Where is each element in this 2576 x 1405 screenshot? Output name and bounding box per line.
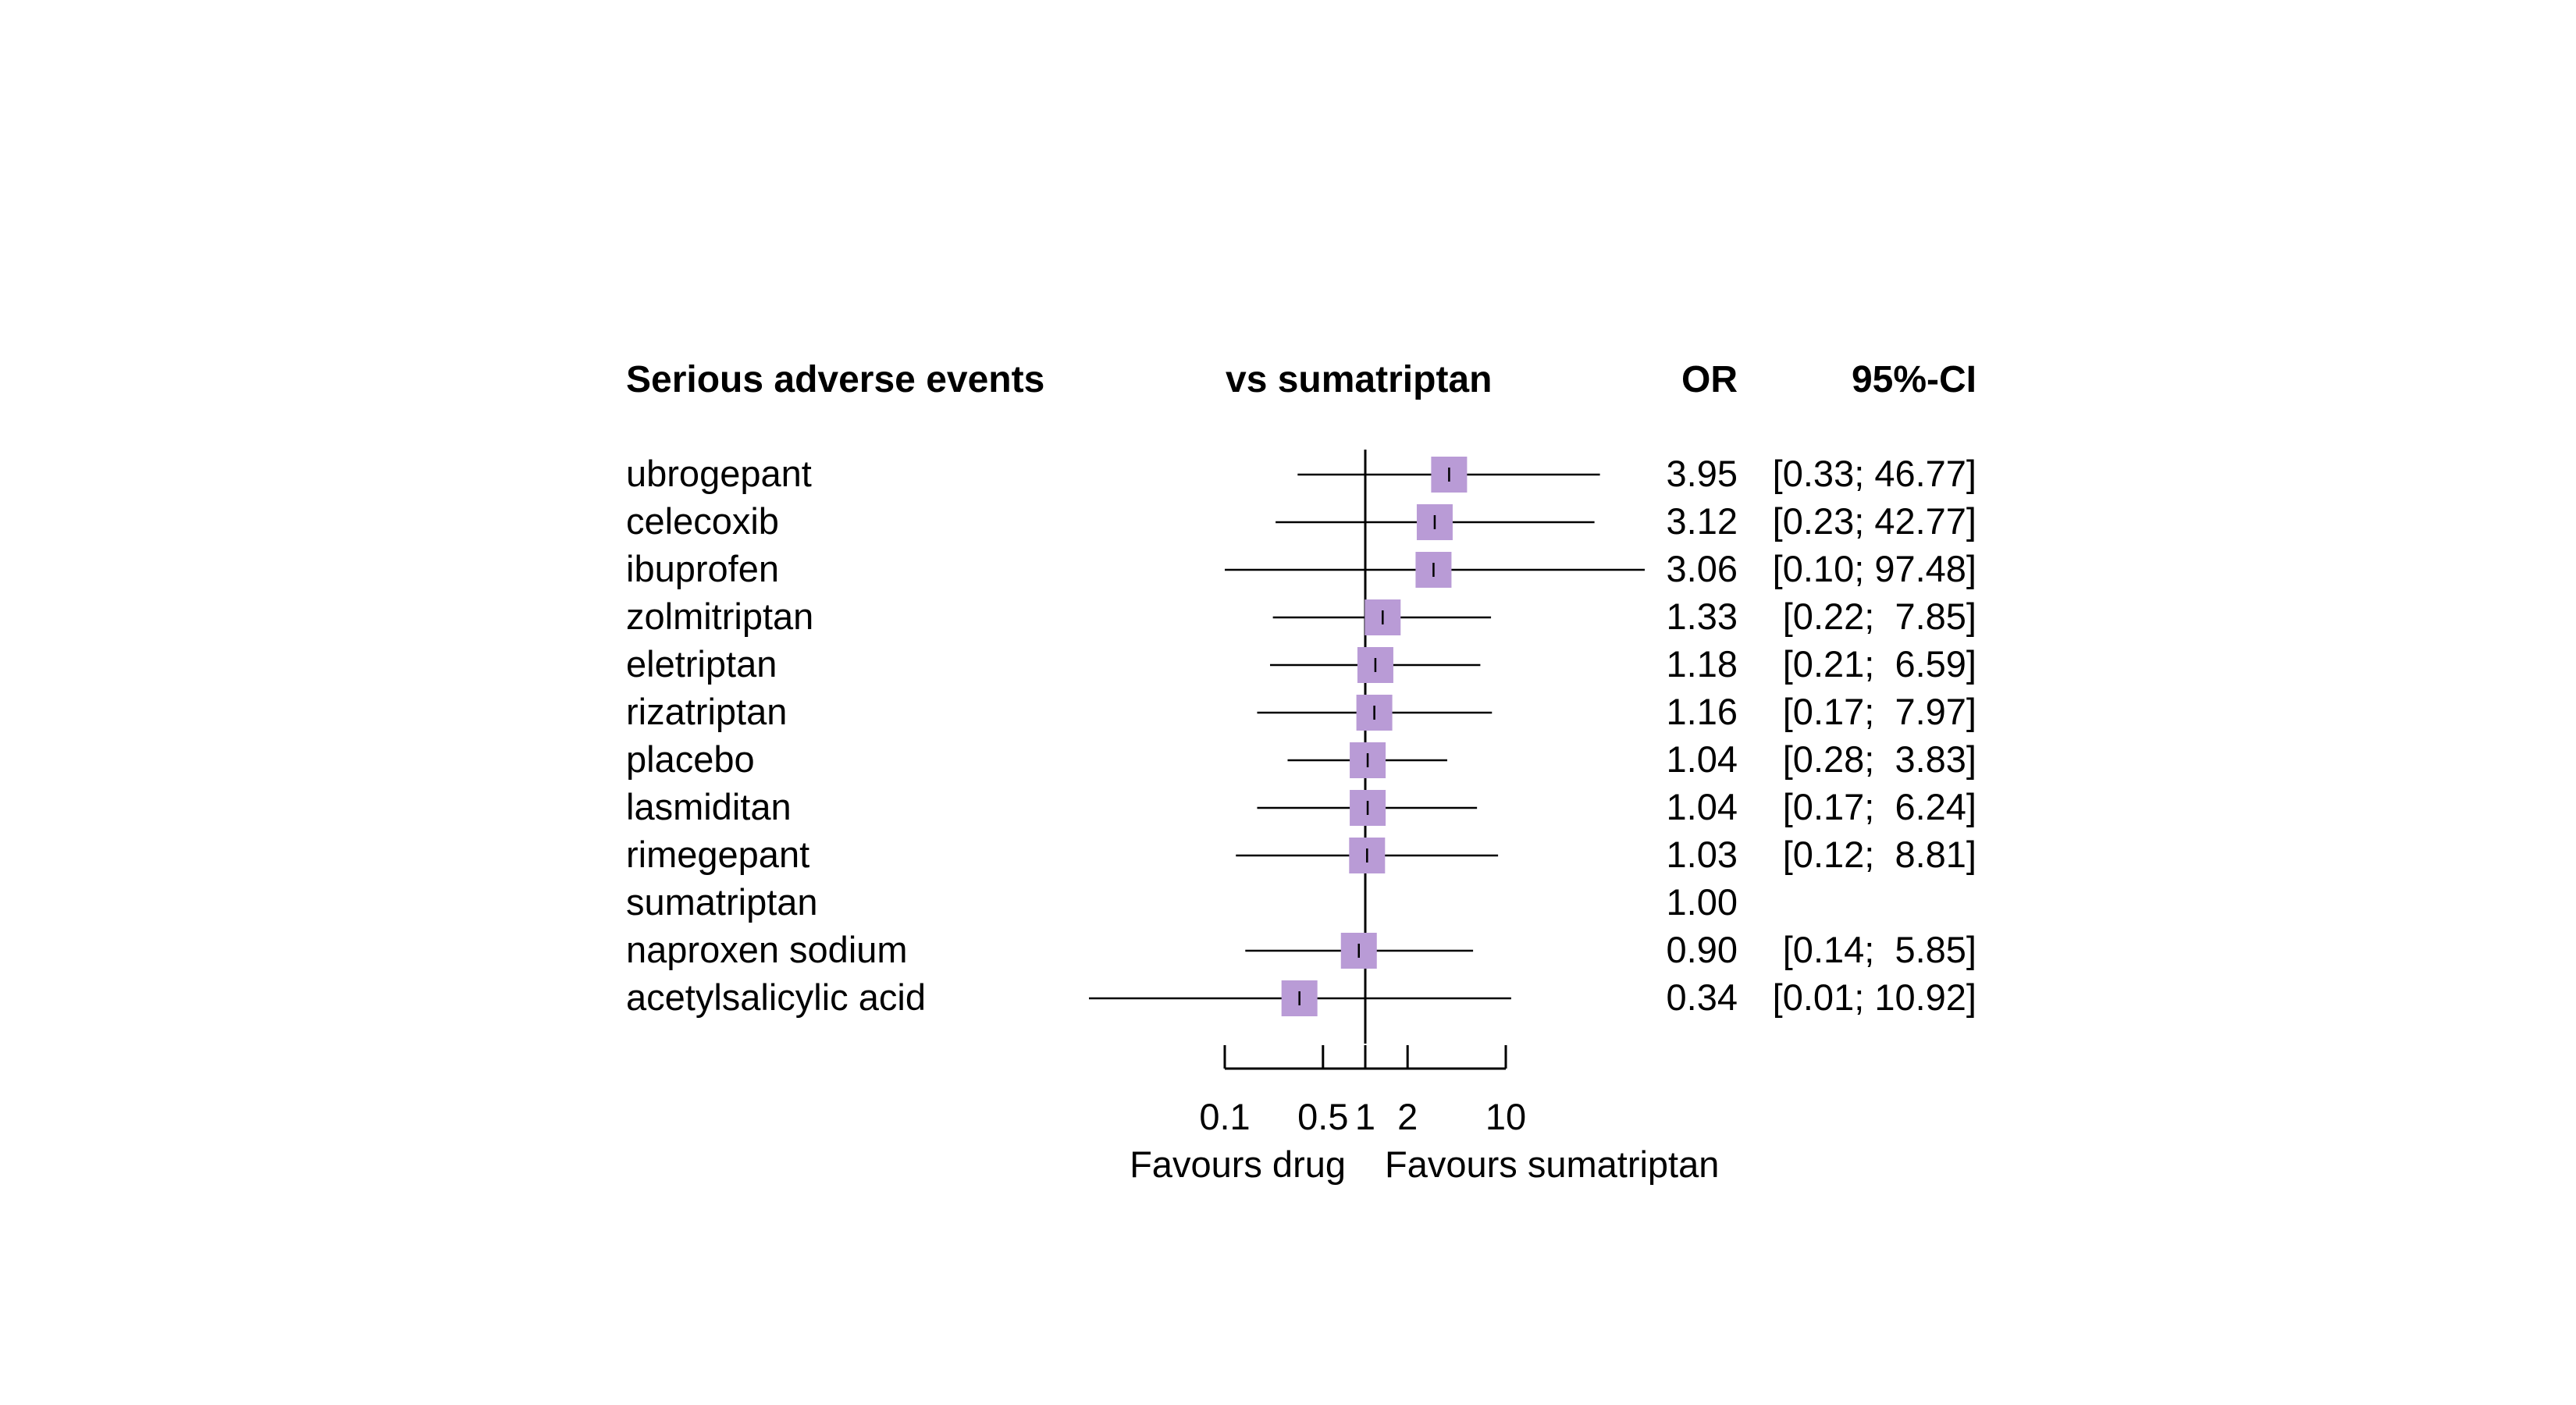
row-label: rizatriptan [626,691,788,732]
ci-value: [0.33; 46.77] [1772,453,1976,494]
or-value: 1.00 [1666,881,1738,923]
comparison-header: vs sumatriptan [1226,359,1493,400]
or-value: 1.18 [1666,643,1738,685]
ci-value: [0.17; 6.24] [1782,786,1976,827]
or-value: 1.33 [1666,596,1738,637]
row-label: acetylsalicylic acid [626,976,926,1018]
ci-value: [0.14; 5.85] [1782,929,1976,970]
ci-value: [0.23; 42.77] [1772,500,1976,542]
x-tick-label: 0.1 [1199,1096,1251,1137]
row-label: zolmitriptan [626,596,814,637]
or-value: 3.12 [1666,500,1738,542]
row-label: ibuprofen [626,548,779,589]
or-value: 1.04 [1666,738,1738,780]
x-tick-label: 2 [1397,1096,1418,1137]
row-label: lasmiditan [626,786,792,827]
row-label: naproxen sodium [626,929,908,970]
ci-value: [0.10; 97.48] [1772,548,1976,589]
ci-value: [0.28; 3.83] [1782,738,1976,780]
favours-right-label: Favours sumatriptan [1385,1144,1720,1185]
x-tick-label: 0.5 [1297,1096,1349,1137]
ci-value: [0.17; 7.97] [1782,691,1976,732]
or-column-header: OR [1681,359,1738,400]
or-value: 3.95 [1666,453,1738,494]
or-value: 3.06 [1666,548,1738,589]
favours-left-label: Favours drug [1130,1144,1346,1185]
ci-value: [0.12; 8.81] [1782,834,1976,875]
or-value: 0.34 [1666,976,1738,1018]
row-label: eletriptan [626,643,777,685]
or-value: 1.16 [1666,691,1738,732]
row-label: ubrogepant [626,453,812,494]
or-value: 1.04 [1666,786,1738,827]
row-label: celecoxib [626,500,779,542]
ci-value: [0.21; 6.59] [1782,643,1976,685]
x-tick-label: 10 [1485,1096,1527,1137]
ci-value: [0.01; 10.92] [1772,976,1976,1018]
row-label: placebo [626,738,755,780]
or-value: 1.03 [1666,834,1738,875]
or-value: 0.90 [1666,929,1738,970]
ci-column-header: 95%-CI [1851,359,1976,400]
row-label: sumatriptan [626,881,818,923]
ci-value: [0.22; 7.85] [1782,596,1976,637]
x-tick-label: 1 [1354,1096,1376,1137]
plot-title: Serious adverse events [626,359,1045,400]
row-label: rimegepant [626,834,810,875]
